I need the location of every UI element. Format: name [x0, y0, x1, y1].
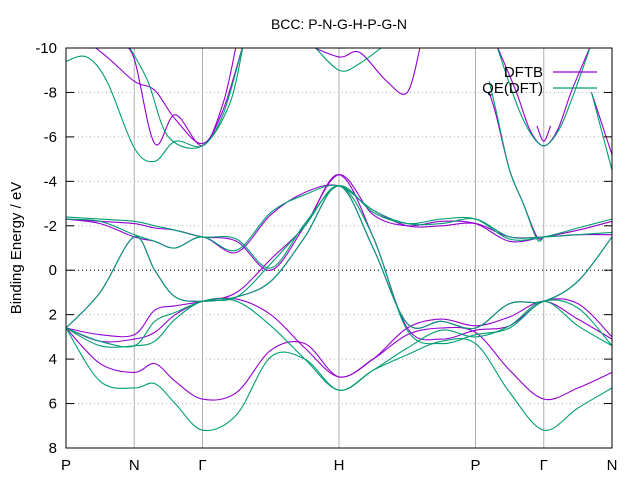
- band-line-dftb-6: [66, 48, 243, 145]
- x-tick-label: H: [334, 457, 345, 474]
- legend-label-dftb: DFTB: [504, 64, 543, 81]
- band-line-qe-dft-8: [315, 48, 382, 72]
- band-line-dftb-8: [313, 48, 421, 95]
- band-line-qe-dft-0: [66, 185, 612, 330]
- band-line-qe-dft-1: [66, 185, 612, 348]
- y-tick-label: -6: [44, 129, 57, 146]
- y-tick-label: 8: [49, 440, 57, 457]
- series-qe-dft: [66, 48, 612, 432]
- y-tick-label: -8: [44, 84, 57, 101]
- band-line-qe-dft-11: [488, 81, 545, 242]
- y-tick-label: -10: [35, 40, 57, 57]
- legend-label-qe-dft: QE(DFT): [482, 80, 543, 97]
- band-line-qe-dft-9: [496, 48, 591, 147]
- band-line-dftb-3: [66, 326, 612, 401]
- chart-title: BCC: P-N-G-H-P-G-N: [271, 16, 407, 32]
- band-line-qe-dft-3: [66, 327, 612, 432]
- y-tick-label: -4: [44, 173, 57, 190]
- x-tick-label: P: [470, 457, 480, 474]
- band-line-qe-dft-4: [66, 184, 612, 252]
- x-tick-label: N: [129, 457, 140, 474]
- band-line-dftb-9: [335, 48, 351, 49]
- y-axis-label: Binding Energy / eV: [8, 182, 25, 315]
- y-tick-label: 6: [49, 396, 57, 413]
- series-area: [66, 48, 612, 432]
- band-line-dftb-2: [66, 297, 612, 378]
- y-tick-label: -2: [44, 218, 57, 235]
- x-tick-label: Γ: [540, 457, 548, 474]
- y-tick-label: 0: [49, 262, 57, 279]
- band-line-qe-dft-7: [129, 48, 244, 149]
- x-tick-label: Γ: [198, 457, 206, 474]
- y-tick-label: 4: [49, 351, 57, 368]
- legend: DFTB QE(DFT): [482, 64, 597, 97]
- y-tick-label: 2: [49, 307, 57, 324]
- plot-frame: [65, 47, 613, 449]
- band-line-qe-dft-10: [590, 92, 612, 171]
- band-line-qe-dft-6: [66, 48, 243, 163]
- band-line-dftb-11: [536, 125, 552, 142]
- grid: [66, 48, 612, 448]
- x-tick-label: N: [607, 457, 618, 474]
- band-line-qe-dft-2: [66, 298, 612, 391]
- band-line-dftb-7: [127, 48, 237, 147]
- band-line-dftb-12: [590, 92, 612, 155]
- x-tick-label: P: [61, 457, 71, 474]
- band-line-qe-dft-5: [66, 185, 612, 269]
- band-line-dftb-5: [66, 174, 612, 271]
